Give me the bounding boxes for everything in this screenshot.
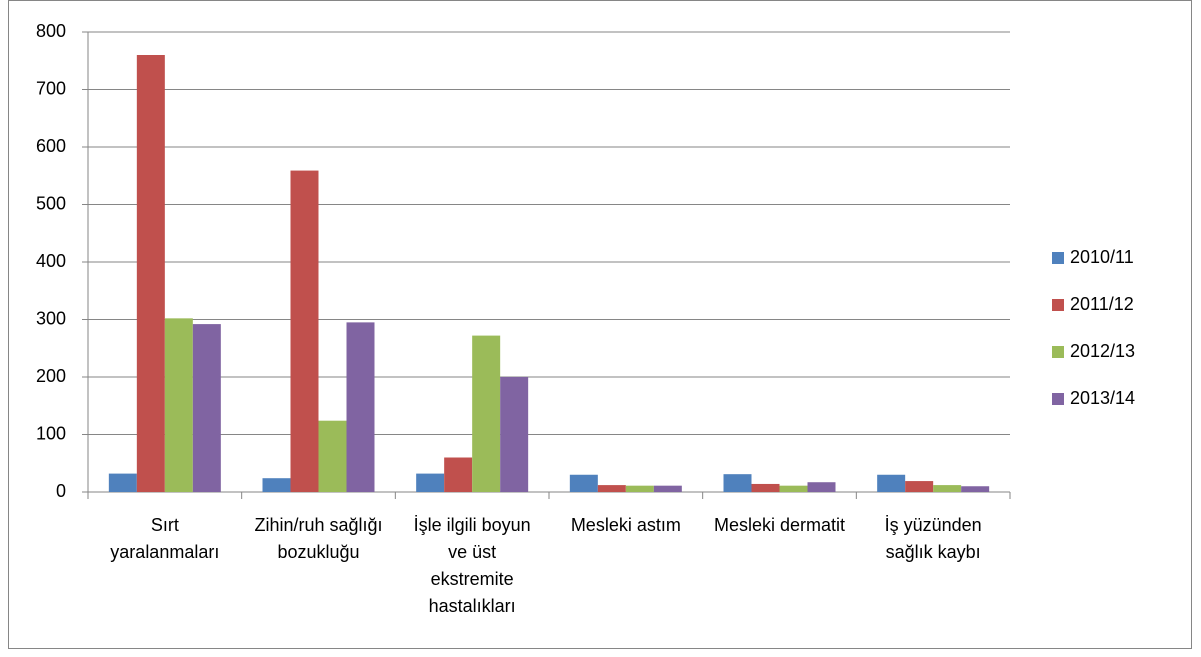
legend-label: 2012/13 bbox=[1070, 341, 1135, 361]
bar bbox=[723, 474, 752, 492]
bar bbox=[416, 473, 445, 492]
bar bbox=[500, 377, 529, 492]
bar bbox=[905, 481, 934, 492]
bar bbox=[961, 486, 990, 492]
y-tick-label: 400 bbox=[36, 251, 66, 271]
legend-label: 2011/12 bbox=[1070, 294, 1134, 314]
y-tick-label: 200 bbox=[36, 366, 66, 386]
y-tick-label: 0 bbox=[56, 481, 66, 501]
bar bbox=[290, 170, 319, 492]
bar bbox=[472, 335, 501, 492]
bar bbox=[164, 318, 193, 492]
y-tick-label: 300 bbox=[36, 308, 66, 328]
bar bbox=[136, 55, 165, 492]
y-tick-label: 800 bbox=[36, 21, 66, 41]
bar bbox=[569, 474, 598, 492]
x-tick-label: Mesleki dermatit bbox=[713, 515, 846, 535]
legend-swatch bbox=[1052, 252, 1064, 264]
bar bbox=[625, 485, 654, 492]
legend-label: 2010/11 bbox=[1070, 247, 1134, 267]
x-tick-label: İş yüzünden sağlık kaybı bbox=[884, 515, 982, 562]
bar bbox=[108, 473, 137, 492]
x-tick-label: Mesleki astım bbox=[570, 515, 681, 535]
bar bbox=[807, 482, 836, 492]
bar bbox=[751, 483, 780, 492]
x-tick-label: Sırt yaralanmaları bbox=[110, 515, 220, 562]
y-tick-label: 700 bbox=[36, 78, 66, 98]
legend-swatch bbox=[1052, 393, 1064, 405]
bar bbox=[779, 485, 808, 492]
legend-label: 2013/14 bbox=[1070, 388, 1135, 408]
bar bbox=[346, 322, 375, 492]
y-tick-label: 600 bbox=[36, 136, 66, 156]
legend-swatch bbox=[1052, 346, 1064, 358]
bar bbox=[597, 485, 626, 492]
x-tick-label: Zihin/ruh sağlığı bozukluğu bbox=[254, 515, 383, 562]
bar bbox=[444, 457, 473, 492]
bar bbox=[653, 485, 682, 492]
bar bbox=[877, 474, 906, 492]
bar bbox=[318, 420, 347, 492]
y-tick-label: 500 bbox=[36, 193, 66, 213]
bar bbox=[262, 478, 291, 492]
bar bbox=[192, 324, 221, 492]
legend-swatch bbox=[1052, 299, 1064, 311]
y-tick-label: 100 bbox=[36, 423, 66, 443]
bar bbox=[933, 485, 962, 492]
x-tick-label: İşle ilgili boyun ve üst ekstremite hast… bbox=[413, 515, 531, 616]
